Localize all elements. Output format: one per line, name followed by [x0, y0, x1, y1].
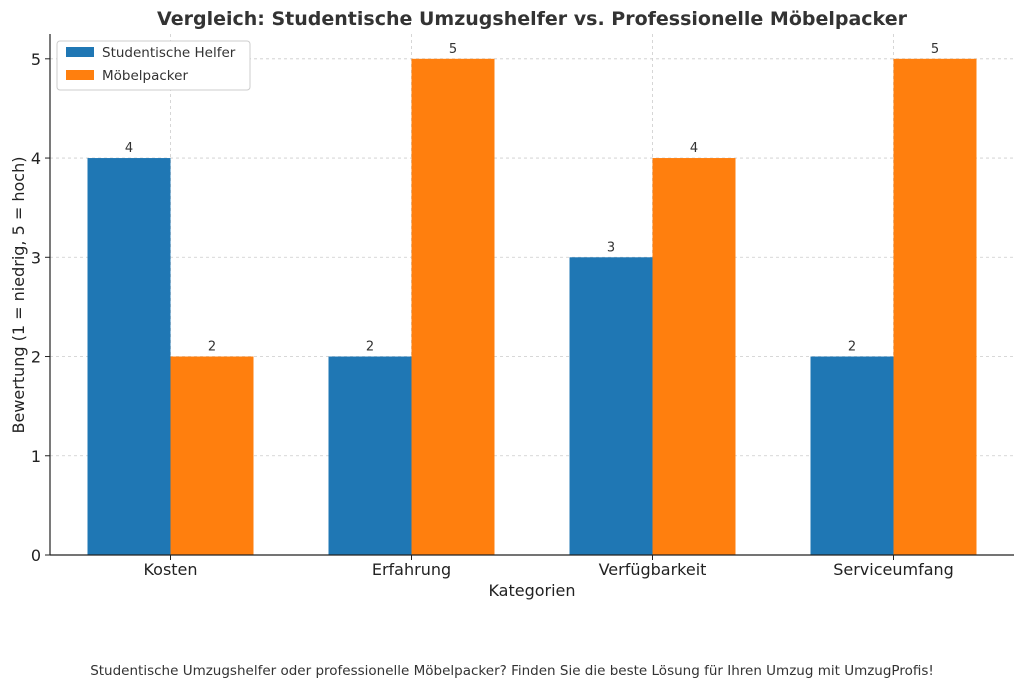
data-label-moebelpacker-serviceumfang: 5 — [931, 42, 939, 57]
x-tick-label-kosten: Kosten — [143, 560, 197, 579]
x-axis-label: Kategorien — [488, 581, 575, 600]
bar-studentische-helfer-serviceumfang — [810, 356, 894, 555]
data-label-studentische-helfer-kosten: 4 — [125, 141, 133, 156]
legend: Studentische Helfer Möbelpacker — [56, 40, 251, 91]
data-label-studentische-helfer-verfuegbarkeit: 3 — [607, 240, 615, 255]
x-tick-label-serviceumfang: Serviceumfang — [833, 560, 954, 579]
y-tick-label: 5 — [31, 50, 41, 69]
chart-title: Vergleich: Studentische Umzugshelfer vs.… — [157, 8, 908, 30]
bar-studentische-helfer-erfahrung — [328, 356, 412, 555]
y-tick-label: 2 — [31, 348, 41, 367]
data-labels: 4 2 3 2 2 5 4 5 — [125, 42, 939, 355]
legend-swatch-studentische-helfer — [66, 47, 94, 57]
bar-moebelpacker-verfuegbarkeit — [652, 158, 736, 556]
x-tick-label-verfuegbarkeit: Verfügbarkeit — [599, 560, 707, 579]
bar-moebelpacker-serviceumfang — [893, 58, 977, 556]
caption: Studentische Umzugshelfer oder professio… — [90, 663, 934, 679]
y-tick-label: 4 — [31, 149, 41, 168]
bar-studentische-helfer-verfuegbarkeit — [569, 257, 653, 555]
data-label-studentische-helfer-serviceumfang: 2 — [848, 340, 856, 355]
ticks: 0 1 2 3 4 5 Kosten Erfahrung Verfügbarkeit Servic… — [31, 50, 954, 579]
axes — [49, 34, 1014, 556]
y-tick-label: 1 — [31, 447, 41, 466]
legend-swatch-moebelpacker — [66, 70, 94, 80]
bar-studentische-helfer-kosten — [87, 158, 171, 556]
data-label-moebelpacker-erfahrung: 5 — [449, 42, 457, 57]
legend-box — [56, 40, 251, 91]
y-tick-label: 3 — [31, 248, 41, 267]
legend-label-studentische-helfer: Studentische Helfer — [102, 45, 236, 61]
data-label-studentische-helfer-erfahrung: 2 — [366, 340, 374, 355]
y-tick-label: 0 — [31, 546, 41, 565]
bars — [87, 58, 977, 556]
legend-label-moebelpacker: Möbelpacker — [102, 68, 188, 84]
bar-moebelpacker-erfahrung — [411, 58, 495, 556]
bar-moebelpacker-kosten — [170, 356, 254, 555]
data-label-moebelpacker-kosten: 2 — [208, 340, 216, 355]
x-tick-label-erfahrung: Erfahrung — [372, 560, 451, 579]
y-axis-label: Bewertung (1 = niedrig, 5 = hoch) — [9, 157, 28, 434]
data-label-moebelpacker-verfuegbarkeit: 4 — [690, 141, 698, 156]
